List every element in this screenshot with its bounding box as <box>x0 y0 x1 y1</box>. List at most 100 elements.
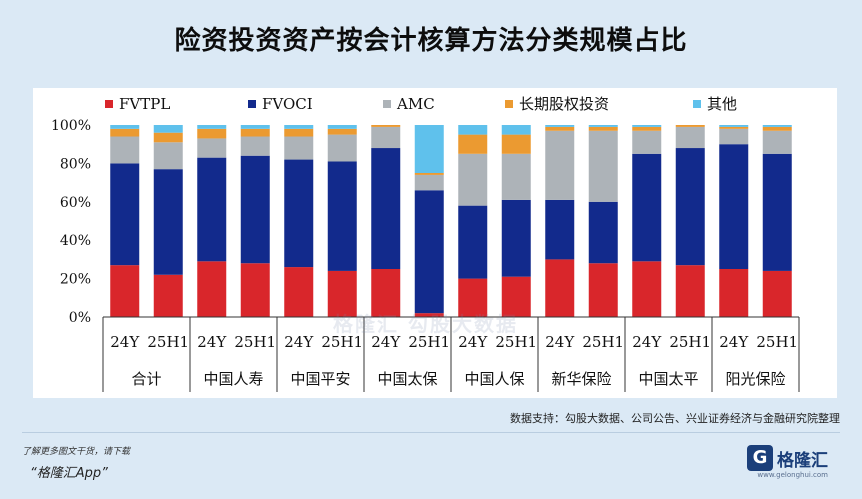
legend-label-2: AMC <box>396 95 435 113</box>
bar-segment <box>371 126 401 149</box>
x-tick-label: 25H1 <box>495 333 537 351</box>
x-tick-label: 25H1 <box>582 333 624 351</box>
legend-label-1: FVOCI <box>262 95 313 113</box>
bar-segment <box>110 125 140 129</box>
bar-segment <box>371 148 401 269</box>
legend-label-0: FVTPL <box>119 95 170 113</box>
bar-segment <box>545 199 575 260</box>
bar-segment <box>414 174 444 191</box>
x-tick-label: 24Y <box>110 333 140 351</box>
brand-logo[interactable]: G 格隆汇 <box>747 445 828 471</box>
legend-label-3: 长期股权投资 <box>519 95 609 113</box>
bar-segment <box>545 259 575 317</box>
y-tick-label: 20% <box>60 272 91 288</box>
divider <box>22 432 840 433</box>
x-tick-label: 25H1 <box>234 333 276 351</box>
source-note: 数据支持：勾股大数据、公司公告、兴业证券经济与金融研究院整理 <box>510 412 840 425</box>
bar-segment <box>762 270 792 317</box>
bar-segment <box>545 130 575 200</box>
bar-segment <box>197 138 227 158</box>
bar-segment <box>153 125 183 133</box>
brand-mark-icon: G <box>747 445 773 471</box>
bar-segment <box>545 125 575 127</box>
bar-segment <box>675 125 705 127</box>
group-label: 中国太平 <box>638 370 698 388</box>
legend-swatch-3 <box>505 100 513 108</box>
x-tick-label: 24Y <box>458 333 488 351</box>
y-tick-label: 80% <box>60 156 91 172</box>
y-tick-label: 100% <box>51 118 91 134</box>
x-tick-label: 24Y <box>371 333 401 351</box>
bar-segment <box>501 199 531 277</box>
bar-segment <box>240 136 270 156</box>
bar-segment <box>110 265 140 317</box>
bar-segment <box>675 265 705 317</box>
bar-segment <box>240 263 270 317</box>
y-tick-label: 0% <box>69 310 91 326</box>
bar-segment <box>675 148 705 266</box>
bar-segment <box>371 125 401 127</box>
brand-url: www.gelonghui.com <box>757 471 828 479</box>
bar-segment <box>284 159 314 268</box>
bar-segment <box>762 130 792 154</box>
bar-segment <box>153 274 183 317</box>
bar-segment <box>719 269 749 317</box>
x-tick-label: 25H1 <box>321 333 363 351</box>
bar-segment <box>762 126 792 131</box>
x-tick-label: 24Y <box>632 333 662 351</box>
bar-segment <box>240 155 270 264</box>
legend-swatch-1 <box>248 100 256 108</box>
group-label: 阳光保险 <box>725 370 785 388</box>
bar-segment <box>197 125 227 129</box>
legend-swatch-2 <box>383 100 391 108</box>
y-tick-label: 40% <box>60 233 91 249</box>
bar-segment <box>588 201 618 264</box>
bar-segment <box>501 134 531 154</box>
group-label: 新华保险 <box>551 370 611 388</box>
bar-segment <box>327 128 357 135</box>
chart-title: 险资投资资产按会计核算方法分类规模占比 <box>174 26 688 56</box>
group-label: 中国人寿 <box>203 370 263 388</box>
bar-segment <box>501 153 531 200</box>
bar-segment <box>501 276 531 317</box>
group-label: 中国太保 <box>377 370 437 388</box>
y-tick-label: 60% <box>60 195 91 211</box>
bar-segment <box>762 153 792 271</box>
group-label: 合计 <box>131 370 161 388</box>
bar-segment <box>545 126 575 131</box>
bar-segment <box>284 125 314 129</box>
bar-segment <box>588 263 618 317</box>
x-tick-label: 24Y <box>197 333 227 351</box>
bar-segment <box>414 173 444 175</box>
bar-segment <box>588 126 618 131</box>
bar-segment <box>327 125 357 129</box>
bar-segment <box>414 190 444 314</box>
stacked-bar-chart: FVTPL FVOCI AMC 长期股权投资 其他 0% 20% 40% 60% 80% 100% 2… <box>51 95 800 392</box>
legend-swatch-0 <box>105 100 113 108</box>
watermark: 格隆汇 勾股大数据 <box>333 312 518 336</box>
brand-name: 格隆汇 <box>777 450 828 471</box>
promo-line-2: “格隆汇App” <box>30 466 108 481</box>
bar-segment <box>284 128 314 137</box>
bar-segment <box>719 125 749 127</box>
x-tick-label: 24Y <box>719 333 749 351</box>
bar-segment <box>719 128 749 145</box>
bar-segment <box>197 128 227 139</box>
bar-segment <box>110 136 140 164</box>
bar-segment <box>197 261 227 317</box>
legend-swatch-4 <box>693 100 701 108</box>
bar-segment <box>327 270 357 317</box>
bar-segment <box>632 126 662 131</box>
bar-segment <box>588 130 618 202</box>
bar-segment <box>458 205 488 279</box>
chart-panel: FVTPL FVOCI AMC 长期股权投资 其他 0% 20% 40% 60% 80% 100% 2… <box>33 88 837 398</box>
bar-segment <box>632 261 662 317</box>
bar-segment <box>284 267 314 317</box>
bar-segment <box>153 169 183 275</box>
bar-segment <box>458 153 488 206</box>
bar-segment <box>240 125 270 129</box>
bar-segment <box>327 134 357 162</box>
promo-line-1: 了解更多图文干货，请下载 <box>22 447 131 457</box>
bar-segment <box>414 313 444 317</box>
x-tick-label: 25H1 <box>147 333 189 351</box>
